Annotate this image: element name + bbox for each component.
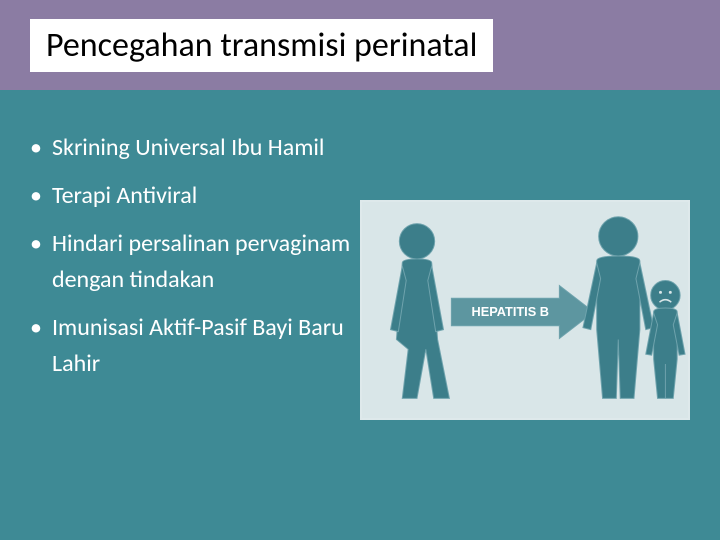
bullet-list: Skrining Universal Ibu Hamil Terapi Anti… bbox=[30, 130, 370, 500]
transmission-illustration: HEPATITIS B bbox=[360, 200, 690, 420]
list-item: Hindari persalinan pervaginam dengan tin… bbox=[30, 226, 370, 298]
woman-icon bbox=[390, 224, 449, 399]
list-item: Skrining Universal Ibu Hamil bbox=[30, 130, 370, 166]
title-bar: Pencegahan transmisi perinatal bbox=[0, 0, 720, 90]
list-item: Imunisasi Aktif-Pasif Bayi Baru Lahir bbox=[30, 310, 370, 382]
page-title: Pencegahan transmisi perinatal bbox=[30, 19, 493, 72]
content-area: Skrining Universal Ibu Hamil Terapi Anti… bbox=[0, 90, 720, 540]
man-icon bbox=[583, 217, 654, 399]
arrow-label: HEPATITIS B bbox=[472, 304, 549, 319]
hepatitis-arrow-icon: HEPATITIS B bbox=[451, 285, 593, 338]
transmission-svg: HEPATITIS B bbox=[362, 202, 688, 418]
list-item: Terapi Antiviral bbox=[30, 178, 370, 214]
child-icon bbox=[646, 281, 685, 399]
